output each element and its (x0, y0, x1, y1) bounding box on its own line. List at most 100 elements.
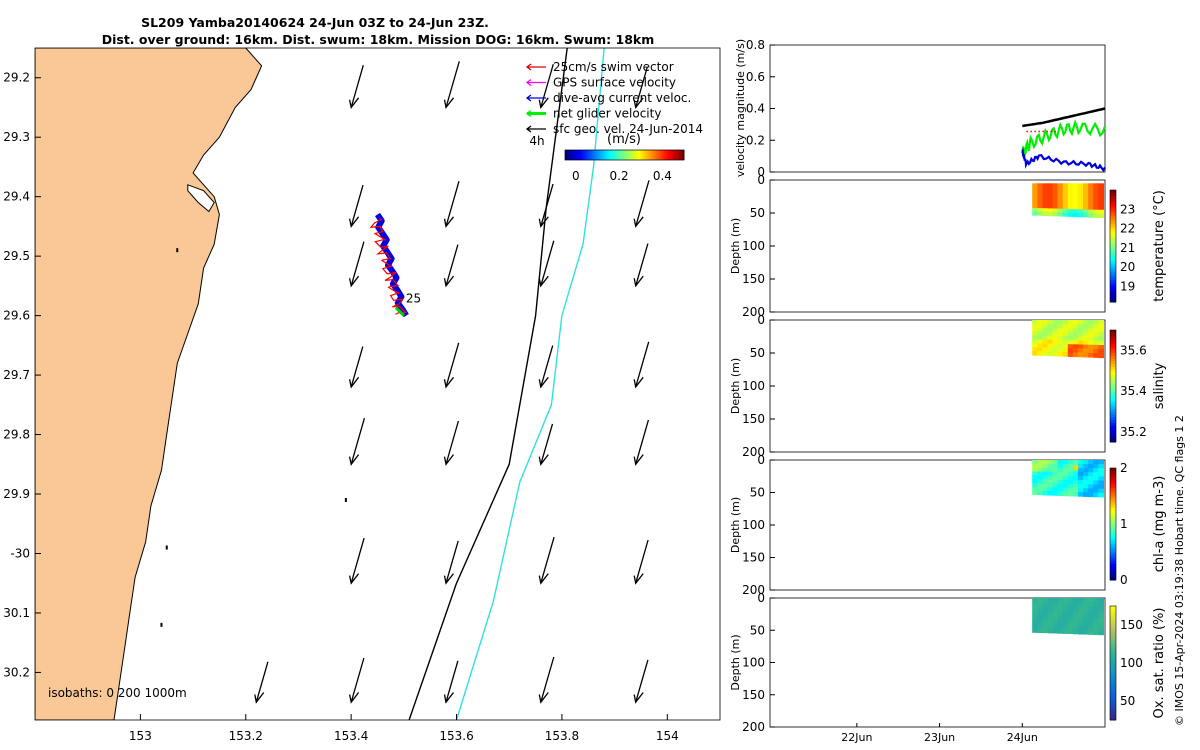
colorbar-segment (682, 150, 685, 160)
oxygen-saturation-profile-cell (1047, 621, 1054, 626)
salinity-profile-cell (1077, 336, 1084, 341)
temperature-profile-cell (1037, 190, 1043, 195)
geo-velocity-arrowhead (538, 216, 549, 228)
colorbar-segment (664, 150, 667, 160)
salinity-profile-cell (1062, 340, 1069, 345)
geo-velocity-arrowhead (443, 454, 455, 466)
chlorophyll-profile-cell (1098, 488, 1104, 494)
temperature-profile-cell (1083, 190, 1089, 196)
oxygen-saturation-colorbar-segment (1110, 691, 1116, 695)
temperature-profile-cell (1067, 201, 1074, 206)
colorbar-segment (588, 150, 592, 160)
salinity-profile-cell (1067, 332, 1074, 337)
salinity-colorbar-segment (1110, 411, 1116, 415)
geo-velocity-arrow (350, 537, 365, 584)
salinity-profile-cell (1052, 335, 1059, 341)
oxygen-saturation-profile-cell (1032, 609, 1038, 614)
oxygen-saturation-profile-cell (1057, 625, 1064, 630)
colorbar-segment (630, 150, 633, 160)
temperature-colorbar-segment (1110, 254, 1116, 258)
temperature-profile-cell (1067, 209, 1074, 214)
oxygen-saturation-profile-cell (1088, 602, 1094, 607)
oxygen-saturation-profile-cell (1057, 609, 1064, 615)
geo-velocity-arrow (540, 345, 554, 388)
salinity-profile-cell (1098, 345, 1104, 350)
oxygen-saturation-profile-cell (1098, 614, 1104, 619)
oxygen-saturation-colorbar-segment (1110, 697, 1116, 701)
chlorophyll-profile-cell (1057, 491, 1064, 496)
chlorophyll-profile-cell (1088, 476, 1094, 481)
temperature-profile-cell (1093, 190, 1099, 196)
colorbar-segment (620, 150, 624, 160)
chlorophyll-colorbar-segment (1110, 510, 1116, 514)
temperature-profile-cell (1067, 194, 1074, 199)
temperature-profile-cell (1077, 205, 1084, 210)
temperature-panel: 0 50 100 150 200 Depth (m) 19 20 21 22 23 temperatu… (729, 173, 1167, 319)
colorbar-segment (586, 150, 590, 160)
geo-velocity-arrowhead (443, 97, 455, 110)
legend-entry: sfc geo. vel. 24-Jun-2014 (553, 122, 703, 136)
colorbar-segment (676, 150, 679, 160)
legend-entry: GPS surface velocity (553, 76, 676, 90)
oxygen-saturation-profile-cell (1072, 605, 1079, 611)
temperature-profile-cell (1037, 183, 1043, 188)
salinity-colorbar-segment (1110, 436, 1116, 440)
oxygen-saturation-profile-cell (1047, 628, 1054, 634)
temperature-profile-cell (1098, 202, 1104, 207)
chlorophyll-profile-cell (1062, 467, 1069, 473)
legend-entry: net glider velocity (553, 107, 661, 121)
oxygen-saturation-profile-cell (1062, 609, 1069, 615)
temperature-profile-cell (1062, 183, 1069, 188)
colorbar-segment (652, 150, 655, 160)
oxygen-saturation-panel: 0 50 100 150 200 Depth (m) 50 100 150 Ox. sat. ra… (729, 591, 1167, 744)
salinity-colorbar-tick-label: 35.6 (1120, 343, 1147, 357)
temperature-profile-cell (1042, 204, 1049, 209)
temperature-profile-cell (1062, 186, 1069, 192)
temperature-profile-cell (1052, 204, 1059, 210)
chlorophyll-colorbar-segment (1110, 498, 1116, 503)
salinity-colorbar-segment (1110, 380, 1116, 384)
colorbar-segment (644, 150, 647, 160)
geo-velocity-arrowhead (348, 454, 360, 466)
salinity-profile-cell (1032, 339, 1038, 344)
salinity-colorbar-segment (1110, 360, 1116, 365)
geo-velocity-arrow (635, 180, 650, 227)
geo-velocity-arrowhead (633, 692, 644, 704)
chlorophyll-profile-cell (1098, 480, 1104, 486)
salinity-colorbar-segment (1110, 386, 1116, 390)
oxygen-saturation-profile-cell (1088, 626, 1094, 631)
temperature-profile-cell (1083, 198, 1089, 203)
temperature-profile-cell (1098, 183, 1104, 188)
colorbar-segment (596, 150, 600, 160)
colorbar-segment (678, 150, 681, 160)
salinity-profile-cell (1077, 344, 1084, 350)
oxygen-saturation-profile-cell (1098, 618, 1104, 623)
geo-velocity-arrow (635, 539, 649, 584)
salinity-profile-cell (1057, 351, 1064, 357)
oxygen-saturation-profile-cell (1032, 601, 1038, 607)
chlorophyll-colorbar-segment (1110, 493, 1116, 497)
salinity-colorbar-segment (1110, 344, 1116, 348)
oxygen-saturation-colorbar-segment (1110, 660, 1116, 664)
salinity-profile-cell (1088, 352, 1094, 358)
salinity-colorbar-segment (1110, 416, 1116, 421)
salinity-profile-cell (1052, 331, 1059, 337)
temperature-profile-cell (1083, 209, 1089, 214)
colorbar-segment (638, 150, 641, 160)
chlorophyll-profile-cell (1083, 468, 1089, 473)
temperature-colorbar-segment (1110, 206, 1116, 211)
colorbar-segment (566, 150, 570, 160)
chlorophyll-profile-cell (1042, 463, 1049, 469)
temperature-colorbar-tick-label: 19 (1120, 280, 1135, 294)
oxygen-saturation-profile-cell (1052, 621, 1059, 626)
colorbar-segment (622, 150, 625, 160)
chlorophyll-colorbar-segment (1110, 538, 1116, 542)
geo-velocity-arrow (635, 66, 648, 108)
salinity-profile-cell (1083, 348, 1089, 354)
colorbar-segment (578, 150, 582, 160)
coastline-land (35, 48, 263, 720)
temperature-profile-cell (1057, 197, 1064, 202)
colorbar-segment (648, 150, 651, 160)
